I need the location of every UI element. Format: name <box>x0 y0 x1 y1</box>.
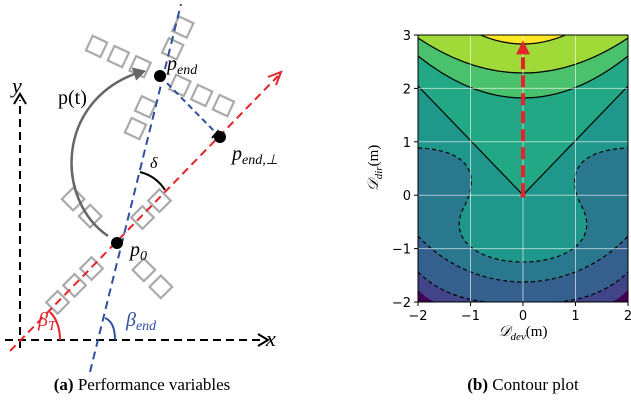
label: pend,⊥ <box>230 143 278 168</box>
x-tick-label: 1 <box>571 309 579 324</box>
x-tick-label: −1 <box>461 309 480 324</box>
label: βT <box>37 309 57 334</box>
diagram-a: y x p(t) pend pend,⊥ δ p0 βT βend (a) Pe… <box>5 3 283 394</box>
x-tick-label: 0 <box>519 309 527 324</box>
label: p0 <box>128 239 147 264</box>
label: δ <box>150 155 158 172</box>
robot-end <box>84 14 236 141</box>
caption: (a) Performance variables <box>54 375 231 394</box>
caption: (b) Contour plot <box>467 375 579 394</box>
label: βend <box>125 309 157 334</box>
arrow-origin <box>520 192 526 198</box>
label: x <box>265 326 276 351</box>
y-axis-label: 𝒟dir(m) <box>366 145 385 192</box>
y-tick-label: 3 <box>403 29 411 44</box>
arrow-head <box>516 40 530 55</box>
robot-start <box>44 186 174 316</box>
x-tick-label: 2 <box>624 309 631 324</box>
y-tick-label: −1 <box>392 243 411 258</box>
y-tick-label: 1 <box>403 136 411 151</box>
x-axis-label: 𝒟dev(m) <box>499 322 548 343</box>
label: y <box>10 73 22 98</box>
label: p(t) <box>58 87 87 109</box>
contour-fill <box>418 35 628 302</box>
y-tick-label: 2 <box>403 82 411 97</box>
y-tick-label: −2 <box>392 296 411 311</box>
label: pend <box>165 53 198 78</box>
y-tick-label: 0 <box>403 189 411 204</box>
x-tick-label: −2 <box>408 309 427 324</box>
